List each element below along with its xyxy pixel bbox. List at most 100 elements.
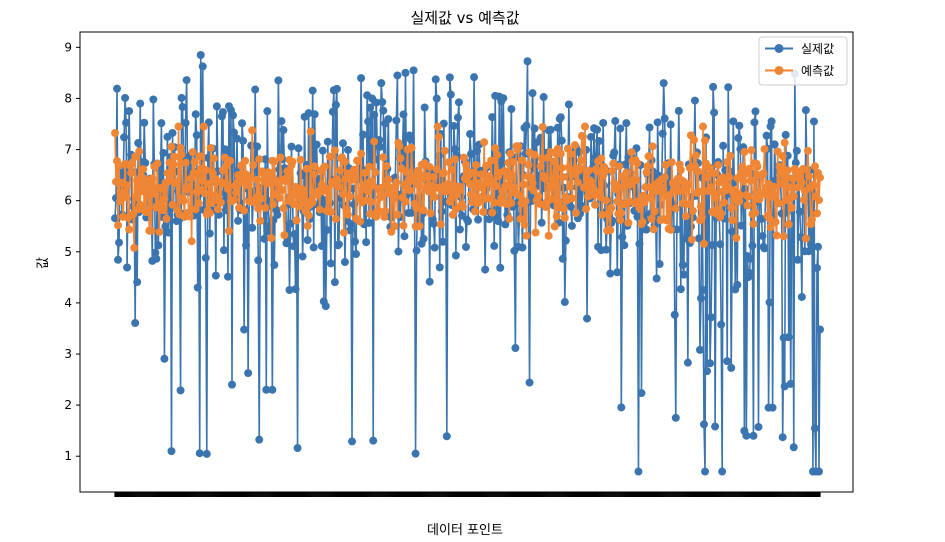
predicted-point	[573, 178, 582, 187]
predicted-point	[633, 159, 642, 168]
predicted-point	[720, 198, 729, 207]
actual-point	[778, 433, 787, 442]
predicted-point	[389, 190, 398, 199]
predicted-point	[471, 207, 480, 216]
actual-point	[182, 76, 191, 85]
predicted-point	[570, 141, 579, 150]
predicted-point	[114, 221, 123, 230]
predicted-point	[747, 146, 756, 155]
predicted-point	[638, 217, 647, 226]
plot-area	[111, 51, 824, 476]
predicted-point	[266, 171, 275, 180]
actual-point	[178, 103, 187, 112]
actual-point	[365, 218, 374, 227]
predicted-point	[509, 157, 518, 166]
predicted-point	[516, 214, 525, 223]
predicted-point	[299, 191, 308, 200]
predicted-point	[701, 136, 710, 145]
actual-point	[499, 94, 508, 103]
predicted-point	[797, 178, 806, 187]
predicted-point	[688, 206, 697, 215]
predicted-point	[474, 198, 483, 207]
actual-point	[290, 230, 299, 239]
predicted-point	[544, 231, 553, 240]
predicted-point	[728, 216, 737, 225]
predicted-point	[129, 210, 138, 219]
predicted-point	[765, 214, 774, 223]
actual-point	[431, 75, 440, 84]
predicted-point	[484, 194, 493, 203]
actual-point	[795, 207, 804, 216]
actual-point	[160, 354, 169, 363]
predicted-point	[308, 198, 317, 207]
predicted-point	[810, 162, 819, 171]
actual-point	[707, 313, 716, 322]
predicted-point	[213, 205, 222, 214]
predicted-point	[240, 206, 249, 215]
predicted-point	[738, 162, 747, 171]
predicted-point	[370, 137, 379, 146]
actual-point	[196, 51, 205, 59]
actual-point	[309, 243, 318, 252]
predicted-point	[703, 172, 712, 181]
actual-point	[202, 449, 211, 458]
predicted-point	[164, 177, 173, 186]
predicted-point	[749, 219, 758, 228]
actual-point	[312, 140, 321, 149]
predicted-point	[315, 205, 324, 214]
predicted-point	[617, 208, 626, 217]
actual-point	[277, 117, 286, 126]
predicted-point	[450, 155, 459, 164]
actual-point	[122, 118, 131, 127]
predicted-point	[257, 194, 266, 203]
actual-point	[734, 134, 743, 143]
predicted-point	[216, 198, 225, 207]
predicted-point	[282, 174, 291, 183]
predicted-point	[472, 160, 481, 169]
actual-point	[286, 219, 295, 228]
actual-point	[671, 413, 680, 422]
predicted-point	[746, 176, 755, 185]
predicted-point	[261, 203, 270, 212]
predicted-point	[598, 210, 607, 219]
predicted-point	[172, 177, 181, 186]
actual-point	[690, 96, 699, 105]
predicted-point	[367, 198, 376, 207]
predicted-point	[602, 196, 611, 205]
actual-point	[518, 243, 527, 252]
predicted-point	[201, 166, 210, 175]
predicted-point	[552, 212, 561, 221]
actual-point	[528, 89, 537, 98]
actual-point	[140, 118, 149, 127]
predicted-point	[751, 208, 760, 217]
actual-point	[530, 124, 539, 133]
predicted-point	[531, 228, 540, 237]
actual-point	[716, 240, 725, 249]
actual-point	[323, 137, 332, 146]
predicted-point	[593, 167, 602, 176]
predicted-point	[246, 173, 255, 182]
predicted-point	[538, 122, 547, 131]
actual-point	[330, 278, 339, 287]
predicted-point	[166, 170, 175, 179]
predicted-point	[558, 173, 567, 182]
actual-point	[557, 136, 566, 145]
predicted-point	[773, 147, 782, 156]
predicted-point	[407, 143, 416, 152]
predicted-point	[142, 208, 151, 217]
predicted-point	[323, 185, 332, 194]
predicted-point	[507, 199, 516, 208]
predicted-point	[589, 183, 598, 192]
actual-point	[745, 268, 754, 277]
predicted-point	[536, 162, 545, 171]
predicted-point	[432, 165, 441, 174]
actual-point	[438, 237, 447, 246]
predicted-point	[804, 172, 813, 181]
actual-point	[406, 135, 415, 144]
predicted-point	[700, 239, 709, 248]
actual-point	[634, 467, 643, 476]
actual-point	[303, 236, 312, 245]
predicted-point	[689, 135, 698, 144]
actual-point	[708, 241, 717, 250]
predicted-point	[446, 195, 455, 204]
